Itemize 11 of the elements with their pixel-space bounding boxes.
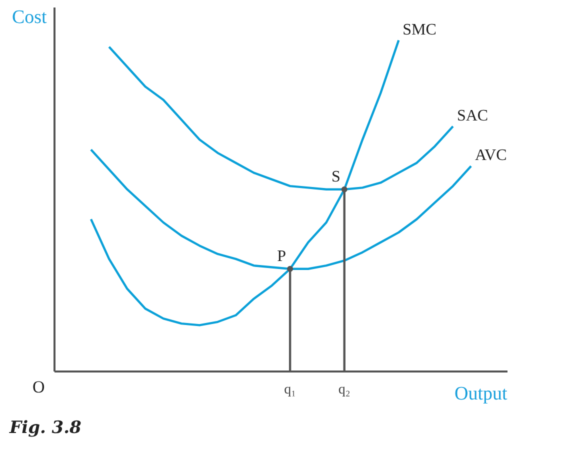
series-label: AVC	[475, 147, 507, 164]
x-tick-label: q₂	[338, 382, 350, 398]
annotation: P	[277, 248, 286, 265]
caption: Fig. 3.8	[8, 418, 82, 438]
series-label: SAC	[456, 107, 488, 124]
x-axis-title: Output	[454, 384, 508, 405]
x-tick-label: q₁	[284, 382, 296, 398]
annotation: S	[331, 168, 340, 186]
y-axis-title: Cost	[12, 7, 48, 28]
series-label: SMC	[402, 21, 436, 38]
text: O	[32, 378, 45, 397]
